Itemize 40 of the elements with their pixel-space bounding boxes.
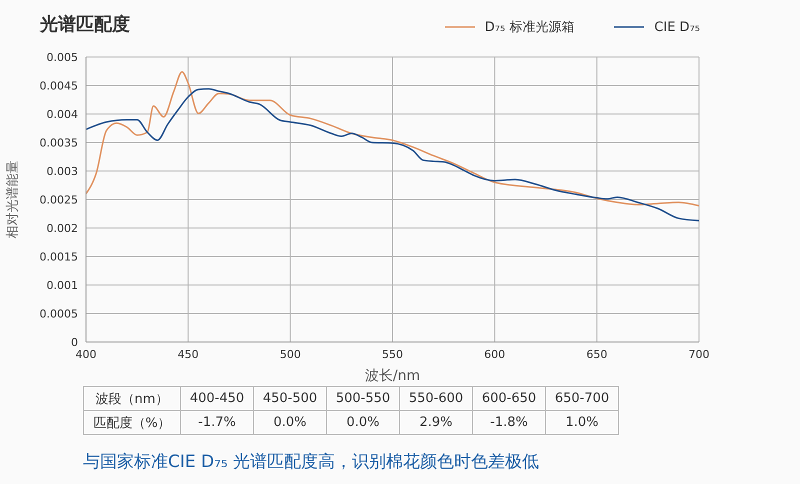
x-axis-title: 波长/nm [364,368,420,384]
x-tick-label: 550 [382,348,403,361]
text: 650-700 [546,386,618,410]
text: 1.0% [546,410,618,434]
text: 波段（nm） [84,386,180,410]
y-tick-label: 0.0035 [40,136,78,150]
y-tick-label: 0.003 [46,164,78,178]
x-tick-label: 400 [76,348,96,361]
text: 匹配度（%） [84,410,180,434]
text: 550-600 [400,386,472,410]
x-tick-label: 450 [178,348,199,361]
chart-title: 光谱匹配度 [40,13,130,36]
text: -1.8% [472,410,546,434]
y-tick-label: 0.002 [46,222,78,235]
text: 450-500 [254,386,326,410]
x-tick-label: 650 [586,348,608,361]
y-tick-label: 0.0005 [40,307,78,320]
text: 0.0% [254,410,326,434]
x-tick-label: 600 [484,348,506,361]
line-series [86,88,699,222]
y-tick-label: 0.0045 [40,79,78,92]
text: 400-450 [180,386,254,410]
text: 2.9% [400,410,472,434]
y-axis-title: 相对光谱能量 [6,160,21,238]
text: 0.0% [326,410,400,434]
y-tick-label: 0.005 [46,50,78,64]
text: 与国家标准CIE D₇₅ 光谱匹配度高，识别棉花颜色时色差极低 [83,451,540,473]
x-tick-label: 500 [280,348,301,361]
line-series [86,71,699,207]
y-tick-label: 0.0015 [40,250,78,264]
y-tick-label: 0.004 [46,108,78,121]
text: 500-550 [326,386,400,410]
text: -1.7% [180,410,254,434]
x-tick-label: 700 [688,348,710,361]
legend-label: D₇₅ 标准光源箱 [484,19,574,36]
y-tick-label: 0 [71,336,78,349]
y-tick-label: 0.0025 [40,193,78,206]
y-tick-label: 0.001 [46,278,78,292]
legend-label: CIE D₇₅ [654,20,700,34]
text: 600-650 [472,386,546,410]
